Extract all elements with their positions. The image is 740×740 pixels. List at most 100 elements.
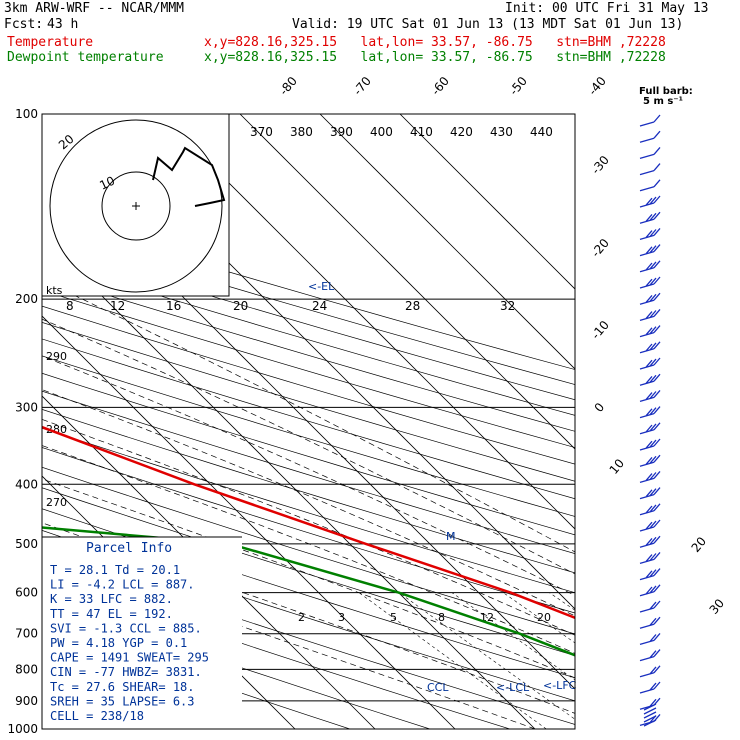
isotherm-label: 20 bbox=[689, 534, 710, 555]
mixing-ratio-label: 5 bbox=[390, 611, 397, 624]
dry-adiabat bbox=[42, 466, 575, 635]
isotherm-label: -40 bbox=[586, 74, 609, 98]
dry-adiabat bbox=[42, 274, 575, 432]
isotherm-line bbox=[399, 114, 575, 290]
barb-legend-title: Full barb: bbox=[639, 86, 693, 97]
hodograph-speed-label: 12 bbox=[110, 299, 125, 313]
isotherm-label: 30 bbox=[707, 596, 728, 617]
annotation-lfc: <-LFC bbox=[543, 679, 577, 692]
mixing-ratio-line bbox=[503, 592, 575, 644]
wind-barb bbox=[639, 179, 661, 192]
hodograph-trace bbox=[152, 146, 226, 207]
theta-label: 400 bbox=[370, 125, 393, 139]
hodograph-speed-label: 20 bbox=[233, 299, 248, 313]
diagram-frame bbox=[41, 113, 576, 730]
wind-barb bbox=[639, 292, 661, 305]
isotherm-line bbox=[42, 395, 376, 729]
mixing-ratio-label: 2 bbox=[298, 611, 305, 624]
hodograph: 10 20 bbox=[41, 113, 230, 297]
isotherm-line bbox=[159, 114, 575, 530]
theta-side-label: 290 bbox=[46, 350, 67, 363]
moist-adiabat bbox=[42, 355, 575, 596]
init-time: Init: 00 UTC Fri 31 May 13 bbox=[505, 1, 709, 16]
wind-barb bbox=[639, 470, 661, 484]
parcel-info-row: SREH = 35 LAPSE= 6.3 bbox=[50, 694, 195, 708]
dry-adiabat bbox=[42, 321, 575, 482]
parcel-info-row: K = 33 LFC = 882. bbox=[50, 592, 173, 606]
isotherm-label: 10 bbox=[607, 456, 628, 477]
dry-adiabat bbox=[42, 427, 575, 594]
mixing-ratio-label: 3 bbox=[338, 611, 345, 624]
theta-label: 390 bbox=[330, 125, 353, 139]
pressure-label: 700 bbox=[15, 627, 38, 641]
isotherm-line bbox=[239, 114, 575, 450]
hodograph-ring-label-10: 10 bbox=[97, 174, 117, 193]
hodograph-ring-inner bbox=[101, 171, 171, 241]
temperature-location: x,y=828.16,325.15 lat,lon= 33.57, -86.75… bbox=[204, 35, 666, 50]
hodograph-speed-label: 16 bbox=[166, 299, 181, 313]
theta-label: 370 bbox=[250, 125, 273, 139]
wind-barb bbox=[639, 325, 661, 338]
moist-adiabat bbox=[42, 557, 536, 729]
wind-barb bbox=[639, 568, 661, 581]
forecast-label: Fcst: bbox=[4, 17, 44, 32]
wind-barb bbox=[639, 260, 661, 273]
moist-adiabat bbox=[42, 389, 575, 617]
wind-barb bbox=[639, 535, 661, 548]
dry-adiabat bbox=[42, 447, 575, 614]
wind-barb bbox=[639, 406, 661, 419]
parcel-info-row: SVI = -1.3 CCL = 885. bbox=[50, 621, 202, 635]
wind-barb bbox=[639, 114, 661, 127]
pressure-label: 400 bbox=[15, 477, 38, 491]
parcel-info-row: PW = 4.18 YGP = 0.1 bbox=[50, 636, 187, 650]
wind-barb bbox=[639, 227, 661, 241]
hodograph-speed-label: 32 bbox=[500, 299, 515, 313]
wind-barb bbox=[639, 308, 661, 322]
dry-adiabat bbox=[42, 305, 575, 465]
wind-barb bbox=[643, 703, 657, 711]
hodograph-speed-label: 8 bbox=[66, 299, 74, 313]
wind-barb bbox=[639, 454, 661, 467]
pressure-label: 900 bbox=[15, 694, 38, 708]
pressure-label: 800 bbox=[15, 662, 38, 676]
isotherm-label: -20 bbox=[589, 236, 612, 260]
dry-adiabat bbox=[42, 229, 575, 385]
wind-barb bbox=[639, 584, 661, 597]
wind-barb bbox=[639, 487, 661, 500]
annotation-ccl: CCL bbox=[427, 681, 449, 694]
mixing-ratio-label: 20 bbox=[537, 611, 551, 624]
valid-time: Valid: 19 UTC Sat 01 Jun 13 (13 MDT Sat … bbox=[292, 17, 684, 32]
wind-barb bbox=[639, 146, 661, 160]
hodograph-ring-outer bbox=[49, 119, 223, 293]
moist-adiabat bbox=[42, 419, 575, 636]
wind-barb bbox=[639, 681, 661, 694]
hodograph-center-icon bbox=[132, 202, 140, 210]
parcel-info-row: T = 28.1 Td = 20.1 bbox=[50, 563, 180, 577]
dry-adiabat bbox=[42, 508, 575, 679]
isotherm-label: -30 bbox=[589, 153, 612, 177]
wind-barb bbox=[639, 600, 661, 613]
dry-adiabat bbox=[42, 487, 575, 656]
isotherm-label: -10 bbox=[589, 318, 612, 342]
parcel-info-row: LI = -4.2 LCL = 887. bbox=[50, 578, 195, 592]
pressure-label: 300 bbox=[15, 400, 38, 414]
theta-side-label: 270 bbox=[46, 496, 67, 509]
wind-barb bbox=[639, 163, 661, 176]
wind-barb bbox=[639, 503, 661, 516]
theta-label: 440 bbox=[530, 125, 553, 139]
hodograph-speed-label: 28 bbox=[405, 299, 420, 313]
parcel-info-title: Parcel Info bbox=[86, 541, 172, 556]
wind-barb bbox=[643, 715, 657, 723]
wind-barbs bbox=[639, 114, 661, 727]
wind-barb bbox=[639, 551, 661, 565]
annotation-el: <-EL bbox=[308, 280, 335, 293]
wind-barb bbox=[639, 616, 661, 629]
hodograph-units: kts bbox=[46, 284, 63, 297]
temperature-legend: Temperature bbox=[7, 35, 94, 50]
theta-label: 420 bbox=[450, 125, 473, 139]
mixing-ratio-line bbox=[358, 592, 547, 729]
isotherm-line bbox=[319, 114, 575, 370]
wind-barb bbox=[639, 211, 661, 224]
isotherm-line bbox=[42, 315, 456, 729]
